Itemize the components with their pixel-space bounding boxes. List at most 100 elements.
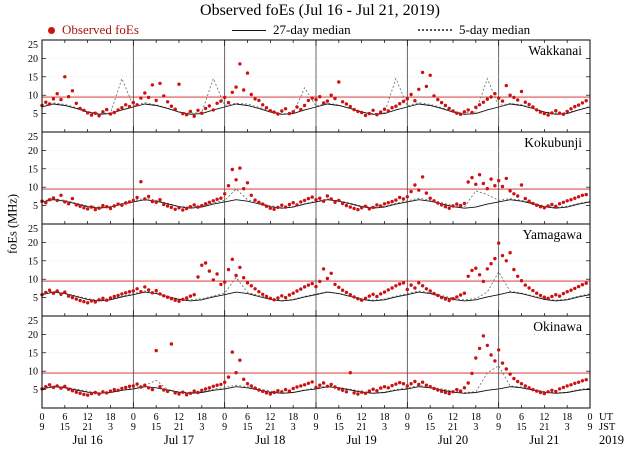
median27-line [41, 291, 591, 302]
svg-text:6: 6 [245, 412, 250, 423]
svg-text:12: 12 [83, 412, 93, 423]
svg-text:21: 21 [83, 422, 93, 433]
svg-text:6: 6 [336, 412, 341, 423]
svg-text:3: 3 [382, 422, 387, 433]
ut-unit-label: UT [599, 412, 614, 423]
day-label: Jul 21 [529, 433, 559, 447]
station-label: Kokubunji [524, 135, 582, 150]
svg-text:0: 0 [131, 412, 136, 423]
day-label: Jul 16 [73, 433, 103, 447]
svg-text:15: 15 [151, 422, 161, 433]
observed-dot-icon [48, 26, 55, 34]
svg-text:18: 18 [288, 412, 298, 423]
y-tick-label: 20 [28, 54, 38, 65]
svg-text:0: 0 [314, 412, 319, 423]
y-tick-label: 15 [28, 72, 38, 83]
y-tick-label: 5 [33, 109, 38, 120]
y-tick-label: 10 [28, 367, 38, 378]
svg-text:9: 9 [40, 422, 45, 433]
svg-text:15: 15 [334, 422, 344, 433]
observed-points [40, 62, 588, 118]
svg-text:21: 21 [448, 422, 458, 433]
observed-points [40, 241, 588, 305]
svg-text:15: 15 [60, 422, 70, 433]
y-tick-label: 20 [28, 146, 38, 157]
legend-item-observed: Observed foEs [48, 22, 139, 38]
svg-text:12: 12 [448, 412, 458, 423]
svg-text:0: 0 [40, 412, 45, 423]
legend-observed-label: Observed foEs [62, 22, 139, 37]
svg-text:21: 21 [265, 422, 275, 433]
y-tick-label: 10 [28, 91, 38, 102]
y-tick-label: 15 [28, 348, 38, 359]
panel-yamagawa: 5 10 15 20 25 Yamagawa [28, 223, 591, 317]
svg-text:21: 21 [539, 422, 549, 433]
y-tick-label: 20 [28, 238, 38, 249]
svg-text:9: 9 [405, 422, 410, 433]
legend-item-median27: 27-day median [232, 22, 351, 38]
y-tick-label: 25 [28, 40, 38, 51]
y-tick-label: 5 [33, 385, 38, 396]
y-tick-label: 10 [28, 183, 38, 194]
jst-unit-label: JST [599, 422, 616, 433]
y-tick-label: 20 [28, 330, 38, 341]
year-label: 2019 [599, 433, 624, 447]
svg-text:3: 3 [291, 422, 296, 433]
observed-points [40, 334, 588, 397]
legend-median5-label: 5-day median [459, 22, 531, 37]
svg-text:9: 9 [588, 422, 593, 433]
y-tick-label: 25 [28, 132, 38, 143]
svg-text:15: 15 [243, 422, 253, 433]
y-tick-label: 5 [33, 293, 38, 304]
svg-text:0: 0 [405, 412, 410, 423]
panel-okinawa: 5 10 15 20 25 Okinawa [28, 315, 591, 409]
chart-title: Observed foEs (Jul 16 - Jul 21, 2019) [200, 2, 440, 19]
svg-text:18: 18 [471, 412, 481, 423]
legend-median27-label: 27-day median [273, 22, 351, 37]
svg-text:3: 3 [108, 422, 113, 433]
svg-text:18: 18 [380, 412, 390, 423]
svg-text:18: 18 [562, 412, 572, 423]
svg-text:21: 21 [357, 422, 367, 433]
svg-text:18: 18 [197, 412, 207, 423]
svg-text:6: 6 [519, 412, 524, 423]
y-tick-label: 5 [33, 201, 38, 212]
svg-text:0: 0 [588, 412, 593, 423]
day-label: Jul 18 [255, 433, 285, 447]
solid-line-icon [232, 29, 266, 31]
svg-text:3: 3 [199, 422, 204, 433]
svg-text:3: 3 [565, 422, 570, 433]
svg-text:6: 6 [154, 412, 159, 423]
svg-text:21: 21 [174, 422, 184, 433]
svg-text:6: 6 [428, 412, 433, 423]
svg-text:3: 3 [473, 422, 478, 433]
station-label: Yamagawa [523, 227, 582, 242]
y-tick-label: 15 [28, 256, 38, 267]
y-tick-label: 10 [28, 275, 38, 286]
legend: Observed foEs 27-day median 5-day median [0, 22, 640, 38]
median5-line [41, 270, 591, 301]
station-label: Okinawa [533, 319, 582, 334]
day-label: Jul 17 [164, 433, 194, 447]
dotted-line-icon [418, 29, 452, 31]
svg-text:15: 15 [425, 422, 435, 433]
day-label: Jul 19 [347, 433, 377, 447]
svg-text:0: 0 [222, 412, 227, 423]
svg-text:12: 12 [265, 412, 275, 423]
svg-text:18: 18 [106, 412, 116, 423]
observed-points [40, 166, 588, 212]
svg-text:9: 9 [314, 422, 319, 433]
svg-text:9: 9 [496, 422, 501, 433]
legend-item-median5: 5-day median [418, 22, 530, 38]
median5-line [41, 77, 591, 115]
panel-kokubunji: 5 10 15 20 25 Kokubunji [28, 131, 591, 225]
median27-line [41, 103, 591, 115]
svg-text:9: 9 [131, 422, 136, 433]
svg-text:9: 9 [222, 422, 227, 433]
y-tick-label: 25 [28, 316, 38, 327]
y-tick-label: 25 [28, 224, 38, 235]
svg-text:6: 6 [62, 412, 67, 423]
